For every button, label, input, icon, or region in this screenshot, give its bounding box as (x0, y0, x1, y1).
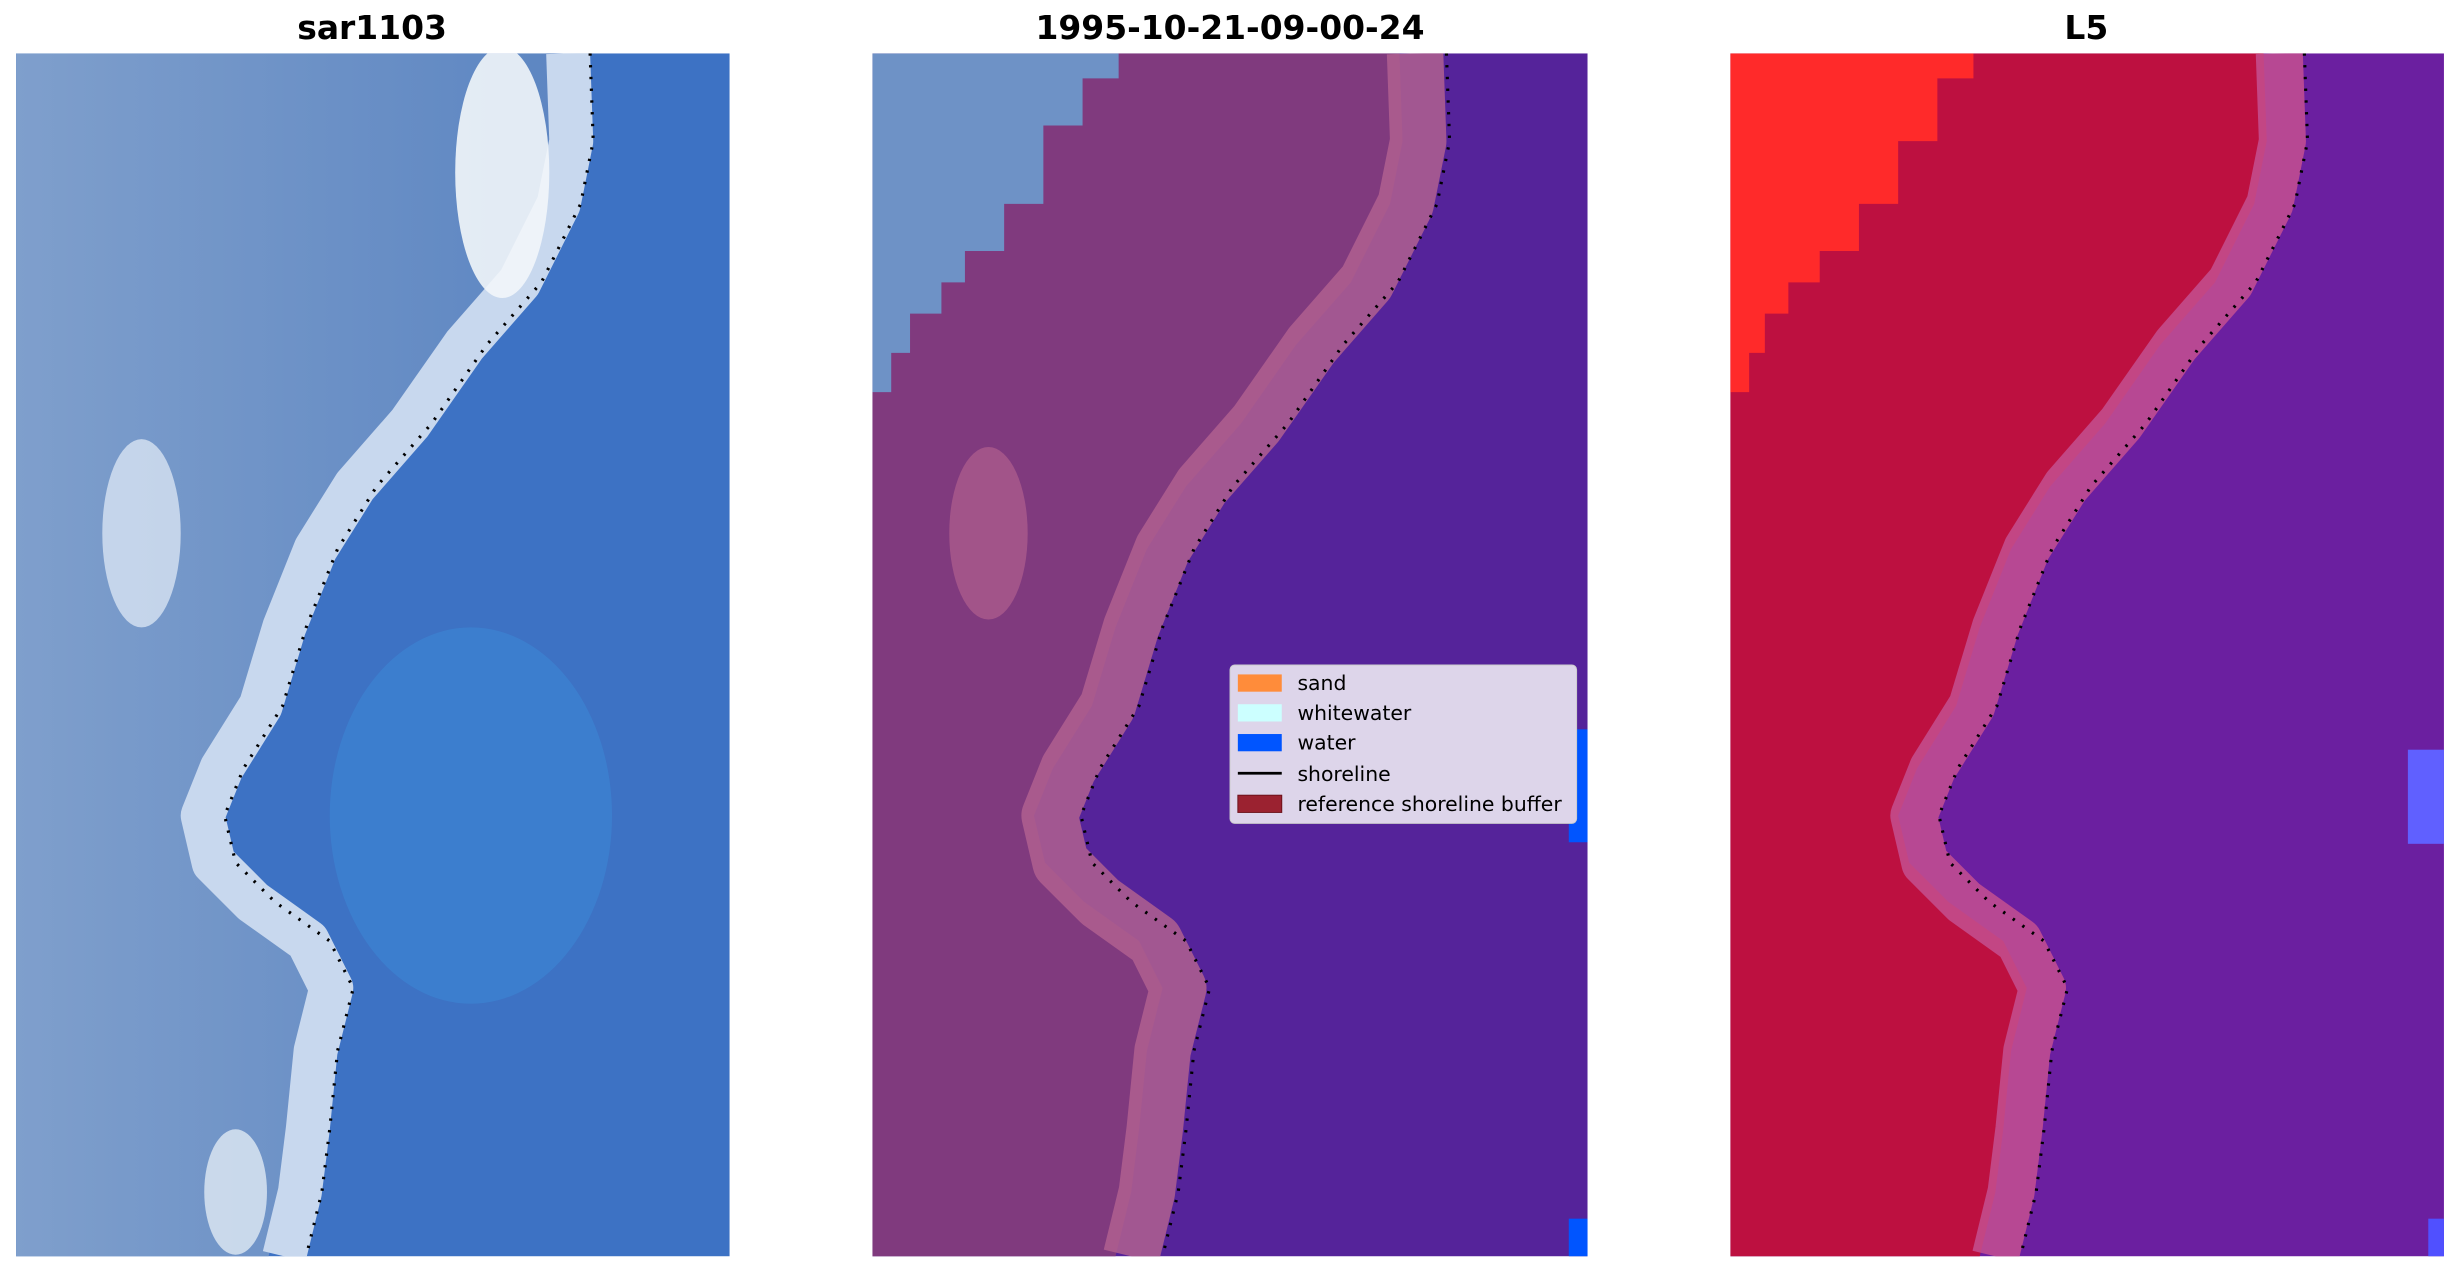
panel-title-date: 1995-10-21-09-00-24 (1035, 8, 1424, 47)
legend-label-sand: sand (1297, 671, 1346, 695)
legend-label-water: water (1297, 731, 1356, 755)
panel-title-sar: sar1103 (297, 8, 447, 47)
rgb-image-panel (16, 53, 730, 1257)
legend-swatch-whitewater (1237, 704, 1282, 722)
land-region (16, 53, 556, 1257)
land-region (872, 53, 1403, 1257)
bright-region (1730, 53, 1974, 393)
index-image-panel (1730, 53, 2444, 1257)
land-region (1730, 53, 2267, 1257)
panel-title-l5: L5 (2064, 8, 2108, 47)
legend-label-whitewater: whitewater (1297, 701, 1411, 725)
classified-image-panel (872, 53, 1588, 1257)
legend: sand whitewater water shoreline referenc… (1229, 664, 1578, 824)
unclassified-region (872, 53, 1119, 393)
legend-swatch-buffer (1237, 794, 1283, 813)
legend-label-shoreline: shoreline (1297, 762, 1390, 786)
legend-swatch-sand (1237, 674, 1282, 692)
legend-swatch-water (1237, 734, 1282, 752)
legend-label-buffer: reference shoreline buffer (1297, 792, 1562, 816)
